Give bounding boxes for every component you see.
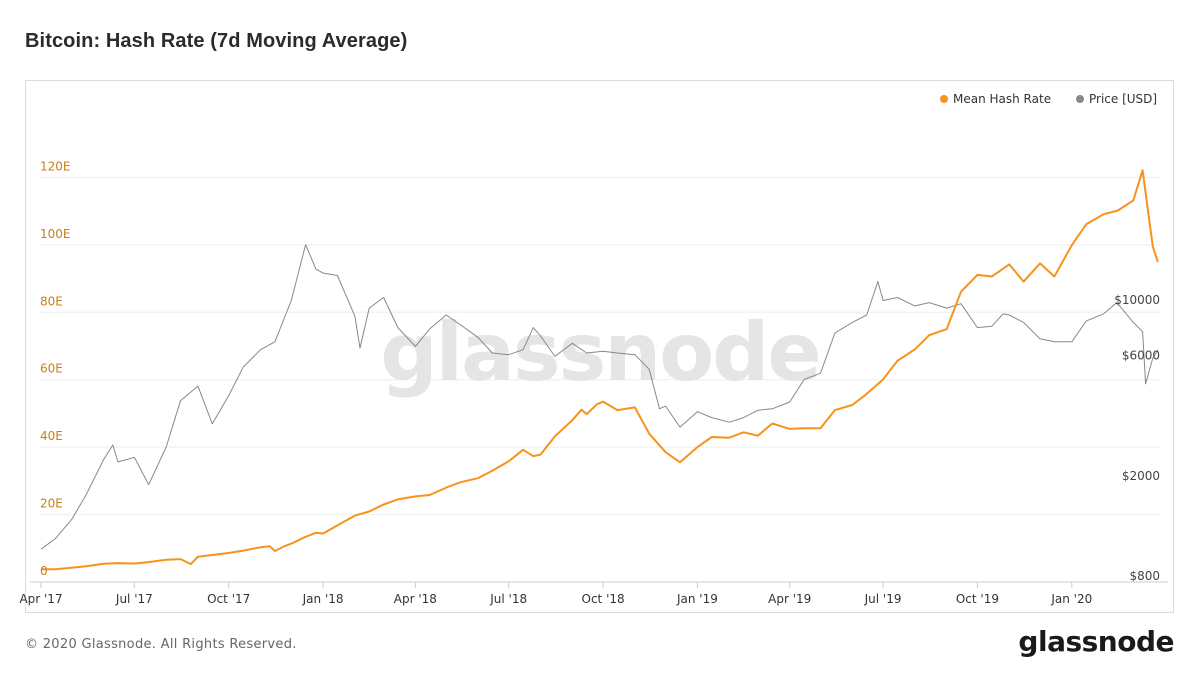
x-tick-label: Apr '19 (768, 592, 811, 606)
x-tick-label: Oct '18 (582, 592, 625, 606)
legend-marker (940, 95, 948, 103)
x-tick-label: Jan '18 (302, 592, 344, 606)
x-tick-label: Apr '18 (394, 592, 437, 606)
x-tick-label: Oct '19 (956, 592, 999, 606)
y-left-tick-label: 120E (40, 159, 71, 173)
legend-label: Price [USD] (1089, 92, 1157, 106)
x-tick-label: Jul '18 (489, 592, 527, 606)
series-lines (40, 169, 1159, 571)
y-right-tick-label: $6000 (1122, 349, 1160, 363)
chart-title: Bitcoin: Hash Rate (7d Moving Average) (25, 30, 408, 52)
glassnode-logo[interactable]: glassnode (1018, 625, 1174, 658)
x-tick-label: Jan '20 (1050, 592, 1092, 606)
legend-item-price: Price [USD] (1076, 92, 1157, 106)
y-right-tick-label: $800 (1129, 569, 1160, 583)
axes: 0 20E 40E 60E 80E 100E 120E $800 $2000 $6000 $1000… (19, 159, 1168, 606)
y-left-tick-label: 60E (40, 362, 63, 376)
legend: Mean Hash Rate Price [USD] (940, 92, 1157, 106)
x-tick-label: Apr '17 (19, 592, 62, 606)
legend-item-hash-rate: Mean Hash Rate (940, 92, 1051, 106)
chart-frame (25, 80, 1174, 613)
y-left-tick-label: 100E (40, 227, 71, 241)
y-right-tick-label: $10000 (1114, 293, 1160, 307)
x-tick-label: Jan '19 (676, 592, 718, 606)
legend-label: Mean Hash Rate (953, 92, 1051, 106)
hash-rate-line (41, 169, 1159, 571)
x-tick-label: Jul '19 (864, 592, 902, 606)
price-line (40, 244, 1159, 550)
copyright-text: © 2020 Glassnode. All Rights Reserved. (25, 637, 297, 652)
y-right-tick-label: $2000 (1122, 469, 1160, 483)
y-left-tick-label: 40E (40, 429, 63, 443)
legend-marker (1076, 95, 1084, 103)
x-tick-label: Jul '17 (115, 592, 153, 606)
y-left-tick-label: 0 (40, 564, 48, 578)
y-left-tick-label: 20E (40, 497, 63, 511)
x-tick-label: Oct '17 (207, 592, 250, 606)
y-left-tick-label: 80E (40, 294, 63, 308)
watermark-text: glassnode (380, 306, 819, 399)
